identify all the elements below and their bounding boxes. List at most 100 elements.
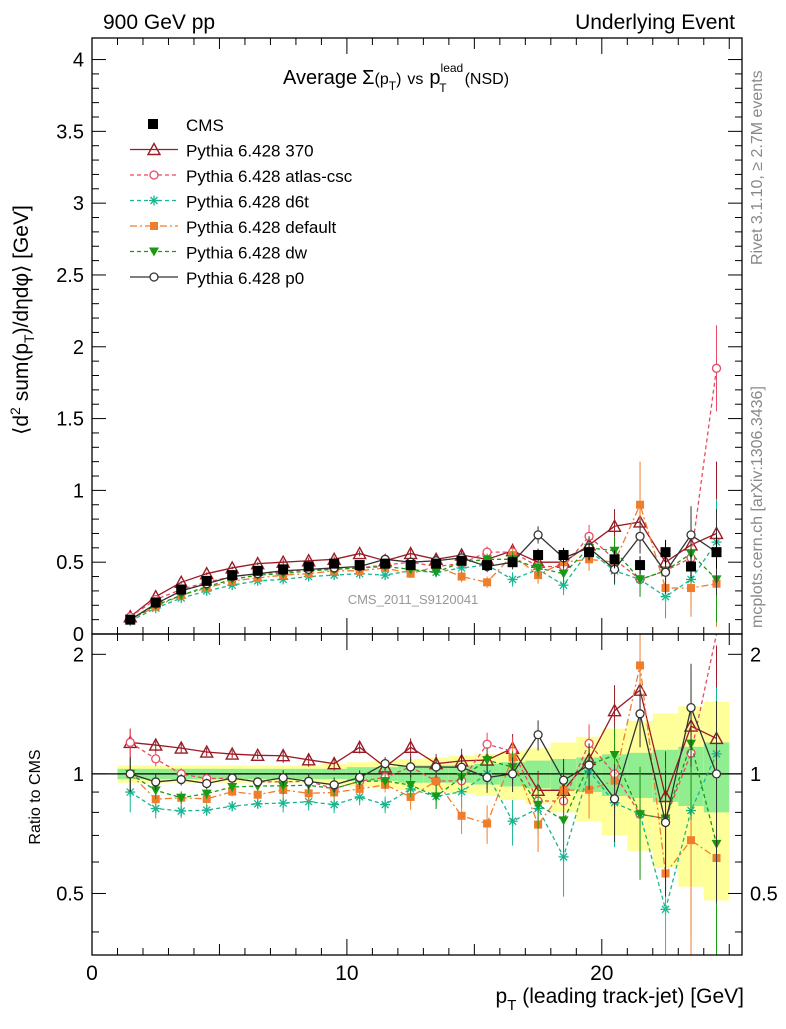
header-left: 900 GeV pp (103, 11, 215, 34)
cms-point (125, 614, 136, 625)
ratio-point (227, 801, 238, 812)
ratio-point (687, 836, 696, 845)
ratio-point (352, 739, 367, 754)
ratio-point (711, 769, 722, 779)
ratio-point (227, 773, 237, 783)
ratio-point (405, 762, 416, 772)
ratio-tick-label-right: 0.5 (750, 883, 778, 905)
ratio-point (326, 756, 342, 770)
axes: 0 0.5 1 1.5 2 2.5 3 3.5 4 0 10 20 0.5 1 2 0.5 1 2 (56, 37, 778, 985)
series-2-main (125, 499, 722, 627)
ratio-point (253, 790, 262, 799)
legend-marker (150, 222, 158, 230)
cms-point (354, 560, 365, 571)
ratio-point (125, 737, 135, 748)
legend-label: Pythia 6.428 d6t (186, 193, 309, 212)
series-point (711, 363, 722, 373)
ratio-point (201, 789, 212, 799)
ratio-panel-series (123, 633, 724, 955)
legend-cms-marker (148, 119, 158, 129)
ratio-point (584, 760, 594, 770)
series-ratio-line (130, 688, 717, 799)
plot-title: Average Σ(pT) vs plead T (NSD) (283, 61, 509, 95)
series-point (380, 570, 391, 581)
cms-point (380, 558, 391, 569)
ratio-point (482, 772, 492, 783)
cms-point (711, 547, 722, 558)
legend-item-4: Pythia 6.428 dw (130, 244, 308, 263)
ratio-point (227, 783, 238, 793)
ratio-point (482, 756, 493, 766)
ratio-point (380, 777, 391, 787)
cms-point (405, 560, 416, 571)
ratio-point (151, 754, 161, 764)
ratio-point (483, 819, 492, 828)
legend-marker (149, 195, 159, 206)
series-line (129, 502, 717, 621)
cms-point (609, 554, 620, 565)
ratio-point (533, 730, 543, 740)
cms-point (150, 597, 161, 608)
series-line (129, 547, 717, 621)
ratio-point (686, 703, 696, 713)
cms-point (329, 558, 340, 569)
series-point (533, 563, 544, 573)
x-tick-label: 0 (86, 962, 98, 985)
series-point (352, 546, 367, 560)
legend-item-2: Pythia 6.428 d6t (130, 193, 309, 212)
y-tick-label: 2.5 (56, 265, 84, 287)
side-label-rivet: Rivet 3.1.10, ≥ 2.7M events (749, 70, 766, 265)
ratio-point (558, 851, 569, 862)
series-point (507, 574, 518, 585)
ratio-point (380, 758, 390, 769)
y-tick-label: 3 (73, 193, 84, 215)
ratio-point (176, 793, 187, 803)
series-point (660, 567, 671, 577)
cms-point (456, 555, 467, 566)
ratio-point (278, 781, 289, 791)
ratio-point (636, 661, 645, 670)
legend-label: Pythia 6.428 default (186, 218, 337, 237)
cms-point (227, 570, 238, 581)
series-point (483, 578, 492, 587)
x-tick-label: 10 (335, 962, 358, 985)
ratio-point (148, 737, 163, 751)
cms-point (660, 547, 671, 558)
ratio-point (250, 747, 265, 762)
ratio-point (202, 778, 212, 789)
ratio-point (405, 781, 416, 791)
ratio-point (275, 748, 291, 762)
ratio-point (278, 798, 289, 809)
ratio-point (660, 817, 671, 828)
legend-label: Pythia 6.428 p0 (186, 269, 304, 288)
ratio-y-axis-title: Ratio to CMS (27, 749, 44, 844)
ratio-point (329, 799, 340, 810)
ratio-point (278, 773, 288, 783)
ratio-point (199, 744, 214, 758)
ratio-point (150, 786, 161, 796)
legend-label: Pythia 6.428 dw (186, 244, 308, 263)
ratio-point (304, 776, 314, 787)
side-label-mcplots: mcplots.cern.ch [arXiv:1306.3436] (749, 386, 766, 628)
ratio-point (252, 798, 263, 809)
y-tick-label: 1 (73, 480, 84, 502)
y-tick-label: 1.5 (56, 409, 84, 431)
cms-point (533, 550, 544, 561)
ratio-point (201, 805, 212, 816)
x-axis-title: pT (leading track-jet) [GeV] (496, 985, 744, 1014)
series-point (635, 575, 646, 585)
ratio-point (432, 777, 441, 786)
series-point (431, 568, 442, 578)
ratio-point (507, 816, 518, 827)
y-tick-label: 4 (73, 50, 84, 72)
legend-cms-label: CMS (186, 116, 224, 135)
ratio-point (403, 739, 418, 754)
legend-marker (149, 272, 159, 282)
y-tick-label: 3.5 (56, 121, 84, 143)
ratio-point (253, 777, 263, 787)
cms-point (558, 550, 569, 561)
cms-point (176, 584, 187, 595)
ratio-point (225, 746, 240, 760)
series-point (533, 530, 543, 540)
